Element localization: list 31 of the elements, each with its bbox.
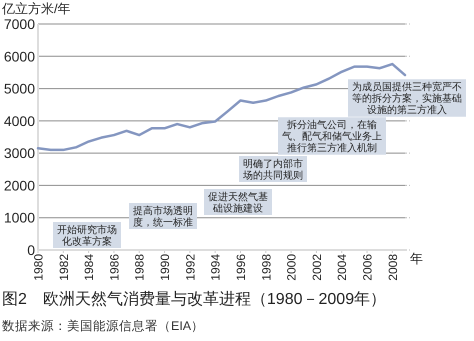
x-tick-label: 1990	[158, 254, 172, 281]
x-tick-label: 2006	[360, 254, 375, 281]
x-tick-label: 1982	[56, 254, 71, 281]
x-tick-label: 2004	[335, 254, 350, 281]
annotation: 提高市场透明度，统一标准	[133, 204, 193, 228]
x-tick-label: 2008	[386, 254, 400, 281]
annotation: 拆分油气公司，在输气、配气和储气业务上推行第三方准入机制	[282, 119, 382, 154]
x-tick-label: 2002	[310, 254, 324, 281]
y-tick-label: 4000	[4, 112, 36, 129]
x-tick-label: 1998	[259, 254, 274, 281]
annotation: 为成员国提供三种宽严不等的拆分方案，实施基础设施的第三方准入	[352, 81, 462, 116]
x-tick-label: 1992	[183, 254, 198, 281]
text: 图2 欧洲天然气消费量与改革进程（1980－2009年）	[2, 290, 386, 308]
y-tick-label: 5000	[4, 80, 36, 97]
x-tick-label: 1984	[82, 254, 96, 281]
y-tick-label: 1000	[4, 210, 36, 226]
y-axis-title: 亿立方米/年	[1, 1, 71, 16]
x-tick-label: 1994	[208, 254, 223, 281]
x-tick-label: 1986	[107, 254, 122, 281]
y-tick-label: 6000	[4, 48, 36, 64]
annotation: 开始研究市场化改革方案	[57, 224, 117, 248]
x-tick-label: 1996	[234, 254, 248, 281]
x-tick-label: 1988	[132, 254, 147, 281]
x-tick-label: 2000	[284, 254, 299, 281]
source-note: 数据来源：美国能源信息署（EIA）	[2, 318, 204, 333]
y-tick-label: 3000	[4, 145, 36, 162]
annotation: 促进天然气基础设施建设	[208, 190, 268, 214]
y-tick-label: 7000	[4, 16, 36, 32]
x-axis-title: 年	[410, 251, 423, 266]
y-tick-label: 2000	[4, 177, 36, 194]
annotation: 明确了内部市场的共同规则	[242, 158, 303, 182]
